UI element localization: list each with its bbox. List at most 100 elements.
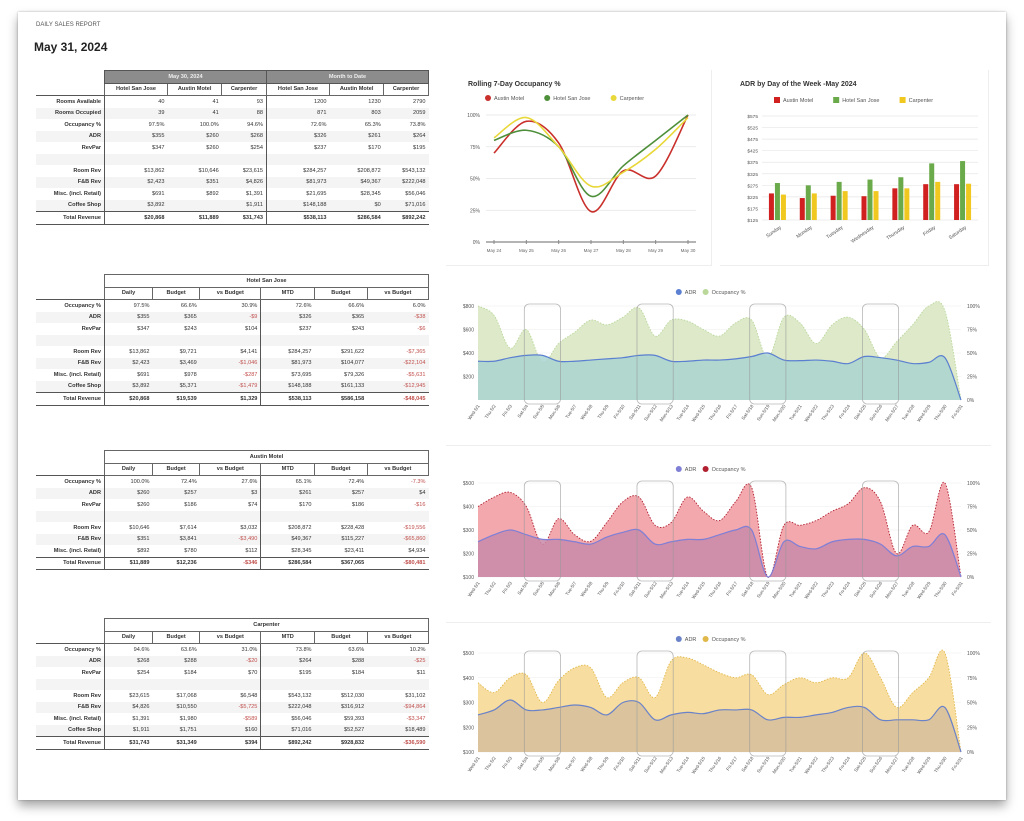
table-cell: $326 — [260, 311, 315, 323]
x-tick-label: Thu-5/9 — [596, 755, 609, 771]
row-label — [36, 153, 105, 165]
blank-header — [36, 450, 105, 463]
x-tick-label: Wed-5/8 — [580, 403, 594, 420]
x-tick-label: Thu-5/30 — [933, 755, 948, 773]
left-axis-label: $200 — [463, 725, 474, 731]
table-cell: -$20 — [199, 655, 261, 667]
x-tick-label: May 27 — [584, 248, 599, 253]
left-axis-label: $100 — [463, 575, 474, 581]
table-cell: $3,892 — [104, 380, 153, 393]
legend-swatch — [702, 636, 709, 642]
table-cell: $1,911 — [104, 724, 153, 737]
legend-swatch — [544, 95, 551, 101]
row-label: Rooms Available — [36, 95, 105, 108]
table-cell — [265, 153, 330, 165]
x-tick-label: Tue-5/7 — [564, 755, 577, 771]
x-tick-label: May 26 — [551, 248, 566, 253]
right-axis-label: 25% — [967, 552, 978, 558]
table-cell: 94.6% — [247, 121, 263, 128]
x-tick-label: May 30 — [681, 248, 696, 253]
table-cell: $11 — [416, 669, 426, 676]
table-cell: 100.0% — [130, 478, 150, 485]
x-tick-label: Tue-5/21 — [788, 580, 803, 598]
table-cell: $1,329 — [199, 392, 261, 406]
table-cell: $892 — [206, 190, 219, 197]
table-cell — [199, 678, 261, 690]
x-tick-label: Tue-5/21 — [788, 755, 803, 773]
table-row: ADR $355 $260 $268 $326 $261 $264 — [36, 130, 429, 142]
right-axis-label: 25% — [967, 375, 978, 381]
table-cell: 63.6% — [348, 646, 365, 653]
occupancy-line — [477, 301, 962, 401]
table-row: RevPar $260 $186 $74 $170 $186 -$16 — [36, 499, 429, 511]
table-cell — [314, 678, 368, 690]
column-header: Budget — [314, 630, 368, 644]
table-cell: $892,242 — [260, 736, 315, 750]
table-cell: $115,227 — [314, 533, 368, 545]
row-label: F&B Rev — [36, 357, 105, 369]
column-header: Daily — [103, 630, 154, 644]
legend-swatch — [702, 466, 709, 472]
table-cell: $2,423 — [104, 357, 153, 369]
table-cell: $243 — [351, 325, 365, 332]
row-label: Room Rev — [36, 346, 105, 358]
series-line-hotel-san-jose — [493, 114, 689, 198]
table-cell: 31.0% — [241, 646, 258, 653]
x-tick-label: Mon-5/13 — [659, 580, 674, 599]
x-tick-label: Fri-5/31 — [951, 580, 964, 596]
row-label: Occupancy % — [36, 119, 105, 131]
table-row — [36, 334, 429, 346]
blank-header — [36, 83, 105, 96]
x-tick-label: Sat-5/11 — [628, 755, 642, 772]
table-cell: $49,367 — [329, 176, 384, 188]
y-tick-label: $225 — [747, 195, 758, 201]
table-cell: $208,872 — [260, 522, 315, 534]
table-cell — [104, 510, 153, 522]
table-cell: $394 — [199, 736, 261, 750]
x-tick-label: Fri-5/31 — [951, 755, 964, 771]
blank-header — [36, 631, 105, 644]
table-cell: -$80,481 — [367, 556, 429, 570]
table-cell: -7.3% — [410, 478, 426, 485]
table-cell: $148,188 — [265, 199, 330, 212]
right-axis-label: 50% — [967, 701, 978, 707]
y-tick-label: $475 — [747, 137, 758, 143]
table-cell: -$9 — [199, 311, 261, 323]
x-tick-label: Tuesday — [825, 224, 844, 240]
blank-header — [36, 287, 105, 300]
adr-line — [477, 525, 962, 578]
table-cell: 2790 — [413, 98, 426, 105]
x-tick-label: Fri-5/31 — [951, 403, 964, 419]
table-cell: 73.8% — [409, 121, 426, 128]
table-row: Occupancy % 94.6% 63.6% 31.0% 73.8% 63.6% 10.2… — [36, 643, 429, 656]
property-table-carpenter: Carpenter Daily Budget vs Budget MTD Budget vs… — [36, 618, 430, 750]
legend-swatch — [675, 289, 682, 295]
weekend-highlight-box — [861, 303, 899, 405]
x-tick-label: Sat-5/25 — [853, 403, 867, 420]
bar-austin-motel — [830, 195, 836, 220]
table-cell: $347 — [152, 144, 165, 151]
table-row: Occupancy % 97.5% 100.0% 94.6% 72.6% 65.3% 73.… — [36, 119, 429, 131]
legend-swatch — [485, 95, 491, 101]
table-cell: 40 — [158, 98, 165, 105]
x-tick-label: Fri-5/24 — [838, 755, 851, 771]
row-label — [36, 510, 105, 522]
table-cell: $691 — [137, 371, 150, 378]
table-cell: $186 — [184, 501, 197, 508]
column-header: vs Budget — [199, 630, 262, 644]
table-cell: $254 — [250, 144, 263, 151]
bar-carpenter — [780, 194, 786, 220]
legend-label: Occupancy % — [712, 467, 746, 473]
bar-hotel-san-jose — [867, 179, 873, 220]
report-page: DAILY SALES REPORT May 31, 2024 May 30, … — [18, 12, 1006, 800]
legend-label: ADR — [685, 637, 697, 643]
table-cell: 66.6% — [180, 302, 197, 309]
table-cell: $23,615 — [242, 167, 263, 174]
table-cell: 72.6% — [265, 119, 330, 131]
x-tick-label: Fri-5/17 — [725, 580, 738, 596]
x-tick-label: Fri-5/10 — [613, 580, 626, 596]
x-tick-label: May 24 — [487, 248, 502, 253]
table-cell: $71,016 — [383, 199, 429, 212]
table-cell: $148,188 — [260, 380, 315, 393]
weekend-highlight-box — [636, 303, 674, 405]
